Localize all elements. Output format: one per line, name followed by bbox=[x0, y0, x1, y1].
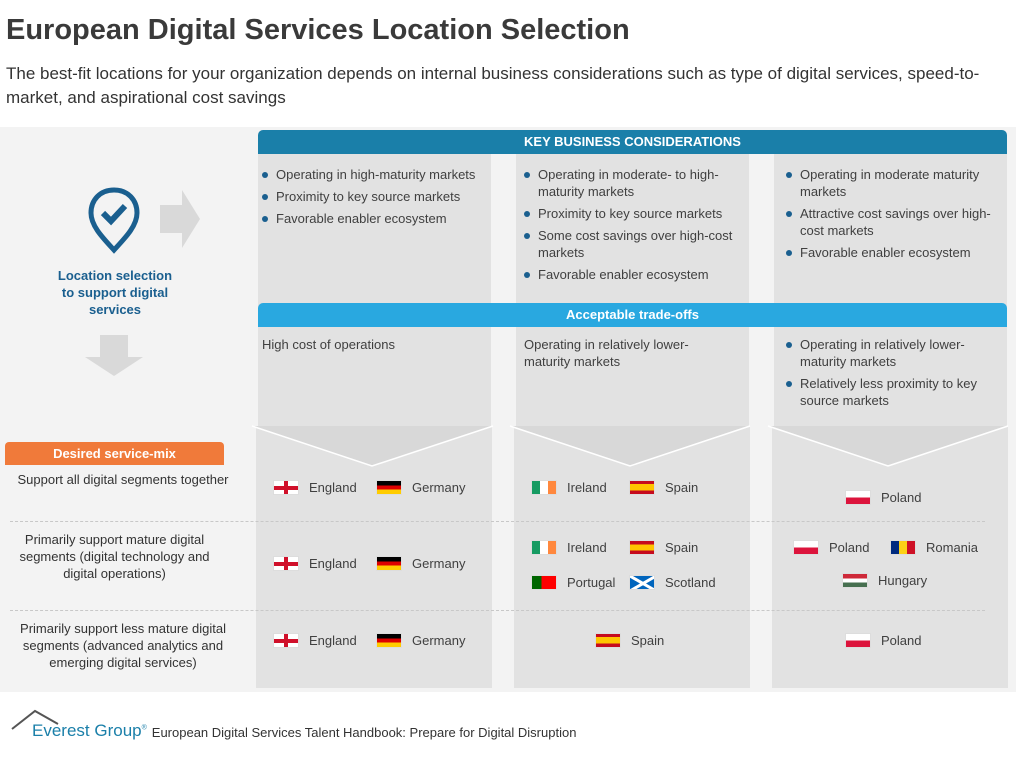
country-name: Germany bbox=[412, 556, 466, 571]
country-name: Spain bbox=[631, 633, 665, 648]
scotland-flag-icon bbox=[629, 575, 655, 590]
country-name: Germany bbox=[412, 633, 466, 648]
footer: Everest Group® European Digital Services… bbox=[10, 708, 576, 742]
row-label-2: Primarily support mature digital segment… bbox=[19, 532, 210, 581]
tradeoff: Relatively less proximity to key source … bbox=[784, 375, 984, 409]
england-flag-icon bbox=[273, 633, 299, 648]
tradeoff: Operating in relatively lower-maturity m… bbox=[784, 336, 984, 370]
country-name: Ireland bbox=[567, 540, 607, 555]
country-england: England bbox=[273, 633, 357, 648]
consideration: Operating in moderate- to high-maturity … bbox=[522, 166, 744, 200]
considerations-list-1: Operating in high-maturity markets Proxi… bbox=[260, 166, 490, 232]
consideration: Proximity to key source markets bbox=[522, 205, 744, 222]
country-name: Portugal bbox=[567, 575, 616, 590]
country-portugal: Portugal bbox=[531, 575, 615, 590]
mountain-logo-icon bbox=[11, 709, 59, 730]
ireland-flag-icon bbox=[531, 480, 557, 495]
column-3-upper bbox=[774, 154, 1007, 426]
country-scotland: Scotland bbox=[629, 575, 716, 590]
country-ireland: Ireland bbox=[531, 480, 607, 495]
row-divider bbox=[10, 610, 985, 611]
desired-service-mix-badge: Desired service-mix bbox=[5, 442, 224, 465]
country-name: England bbox=[309, 633, 357, 648]
portugal-flag-icon bbox=[531, 575, 557, 590]
column-2-upper bbox=[516, 154, 749, 426]
country-england: England bbox=[273, 480, 357, 495]
arrow-down-icon bbox=[85, 335, 143, 376]
country-romania: Romania bbox=[890, 540, 978, 555]
country-name: Scotland bbox=[665, 575, 716, 590]
arrow-right-icon bbox=[160, 190, 200, 248]
consideration: Favorable enabler ecosystem bbox=[522, 266, 744, 283]
row-label-1: Support all digital segments together bbox=[17, 472, 229, 487]
country-name: Poland bbox=[881, 490, 922, 505]
tradeoff: Operating in relatively lower-maturity m… bbox=[524, 337, 689, 369]
spain-flag-icon bbox=[595, 633, 621, 648]
country-name: Spain bbox=[665, 540, 699, 555]
country-germany: Germany bbox=[376, 633, 465, 648]
country-spain: Spain bbox=[629, 540, 698, 555]
consideration: Operating in moderate maturity markets bbox=[784, 166, 996, 200]
poland-flag-icon bbox=[845, 633, 871, 648]
country-name: Romania bbox=[926, 540, 979, 555]
consideration: Favorable enabler ecosystem bbox=[784, 244, 996, 261]
country-spain: Spain bbox=[595, 633, 664, 648]
country-name: Hungary bbox=[878, 573, 928, 588]
romania-flag-icon bbox=[890, 540, 916, 555]
tradeoffs-header: Acceptable trade-offs bbox=[258, 303, 1007, 327]
country-name: Germany bbox=[412, 480, 466, 495]
considerations-list-2: Operating in moderate- to high-maturity … bbox=[522, 166, 744, 288]
country-poland: Poland bbox=[845, 633, 921, 648]
poland-flag-icon bbox=[845, 490, 871, 505]
ireland-flag-icon bbox=[531, 540, 557, 555]
key-considerations-header: KEY BUSINESS CONSIDERATIONS bbox=[258, 130, 1007, 154]
page-subtitle: The best-fit locations for your organiza… bbox=[6, 64, 980, 107]
tradeoffs-list-3: Operating in relatively lower-maturity m… bbox=[784, 336, 984, 414]
country-poland: Poland bbox=[793, 540, 869, 555]
chevron-dividers bbox=[251, 425, 1009, 467]
consideration: Proximity to key source markets bbox=[260, 188, 490, 205]
spain-flag-icon bbox=[629, 540, 655, 555]
consideration: Operating in high-maturity markets bbox=[260, 166, 490, 183]
tradeoff: High cost of operations bbox=[262, 337, 395, 352]
everest-group-logo: Everest Group® bbox=[10, 708, 147, 742]
country-germany: Germany bbox=[376, 480, 465, 495]
consideration: Favorable enabler ecosystem bbox=[260, 210, 490, 227]
country-hungary: Hungary bbox=[842, 573, 927, 588]
spain-flag-icon bbox=[629, 480, 655, 495]
country-spain: Spain bbox=[629, 480, 698, 495]
column-3-lower bbox=[772, 426, 1008, 688]
country-germany: Germany bbox=[376, 556, 465, 571]
country-name: Ireland bbox=[567, 480, 607, 495]
location-selection-label: Location selection to support digital se… bbox=[57, 268, 173, 317]
logo-text: Everest Group bbox=[32, 721, 142, 740]
consideration: Attractive cost savings over high-cost m… bbox=[784, 205, 996, 239]
country-ireland: Ireland bbox=[531, 540, 607, 555]
row-label-3: Primarily support less mature digital se… bbox=[20, 621, 226, 670]
page-title: European Digital Services Location Selec… bbox=[6, 14, 630, 46]
germany-flag-icon bbox=[376, 556, 402, 571]
country-poland: Poland bbox=[845, 490, 921, 505]
poland-flag-icon bbox=[793, 540, 819, 555]
england-flag-icon bbox=[273, 556, 299, 571]
hungary-flag-icon bbox=[842, 573, 868, 588]
row-divider bbox=[10, 521, 985, 522]
country-england: England bbox=[273, 556, 357, 571]
country-name: Poland bbox=[829, 540, 870, 555]
country-name: England bbox=[309, 556, 357, 571]
country-name: England bbox=[309, 480, 357, 495]
location-check-icon bbox=[88, 187, 140, 254]
country-name: Spain bbox=[665, 480, 699, 495]
germany-flag-icon bbox=[376, 633, 402, 648]
considerations-list-3: Operating in moderate maturity markets A… bbox=[784, 166, 996, 266]
consideration: Some cost savings over high-cost markets bbox=[522, 227, 744, 261]
country-name: Poland bbox=[881, 633, 922, 648]
germany-flag-icon bbox=[376, 480, 402, 495]
footer-source-text: European Digital Services Talent Handboo… bbox=[151, 725, 577, 740]
column-1-upper bbox=[258, 154, 491, 426]
column-2-lower bbox=[514, 426, 750, 688]
england-flag-icon bbox=[273, 480, 299, 495]
